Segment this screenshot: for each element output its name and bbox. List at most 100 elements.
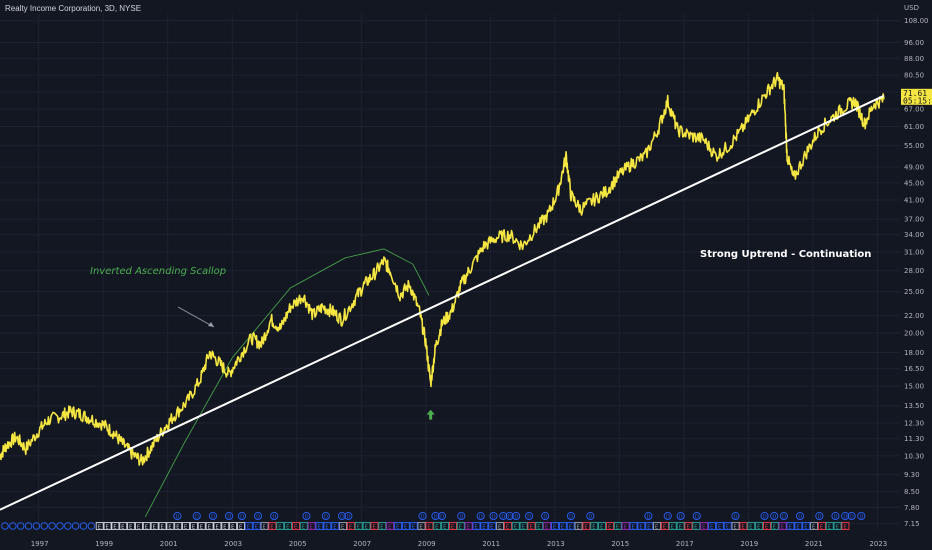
earnings-marker-label: E [161, 524, 164, 530]
y-tick-label: 96.00 [904, 39, 924, 47]
y-tick-label: 67.00 [904, 106, 924, 114]
earnings-marker-label: E [231, 524, 234, 530]
x-tick-label: 1997 [31, 540, 49, 548]
split-marker [418, 511, 427, 521]
earnings-marker-label: E [459, 524, 462, 530]
earnings-marker [731, 522, 740, 530]
earnings-marker-label: E [545, 524, 548, 530]
split-marker-label: D [514, 514, 518, 520]
y-tick-label: 18.00 [904, 349, 924, 357]
earnings-marker [519, 522, 528, 530]
y-tick-label: 31.00 [904, 248, 924, 256]
split-marker-label: D [695, 514, 699, 520]
earnings-marker-label: E [726, 524, 729, 530]
price-badge-countdown: 05:15:08 [903, 96, 932, 105]
earnings-marker-label: E [106, 524, 109, 530]
earnings-marker [292, 522, 300, 530]
earnings-marker [79, 522, 88, 530]
earnings-marker [645, 522, 654, 530]
earnings-marker [613, 522, 622, 530]
earnings-marker-label: E [137, 524, 140, 530]
currency-label: USD [904, 4, 919, 12]
earnings-marker [24, 522, 33, 530]
earnings-marker [48, 522, 56, 530]
earnings-marker [252, 522, 261, 530]
earnings-marker-label: E [718, 524, 721, 530]
split-marker [321, 511, 330, 521]
earnings-marker [268, 522, 277, 530]
split-marker-label: D [272, 514, 276, 520]
earnings-marker [747, 522, 756, 530]
earnings-marker-label: E [522, 524, 525, 530]
earnings-marker [417, 522, 426, 530]
split-marker-label: D [782, 514, 786, 520]
earnings-marker-label: E [789, 524, 792, 530]
earnings-marker-label: E [443, 524, 446, 530]
earnings-marker [103, 522, 112, 530]
earnings-marker [456, 522, 465, 530]
split-marker [224, 511, 234, 521]
earnings-marker-label: E [624, 524, 627, 530]
split-marker [524, 511, 534, 521]
x-tick-label: 2003 [224, 540, 242, 548]
earnings-marker-label: E [98, 524, 101, 530]
earnings-marker [401, 522, 410, 530]
earnings-marker [260, 522, 269, 530]
earnings-marker-label: E [757, 524, 760, 530]
split-marker-label: D [211, 514, 215, 520]
split-marker-label: D [679, 514, 683, 520]
earnings-marker [511, 522, 520, 530]
price-badge-value: 71.61 [903, 89, 927, 98]
earnings-marker [480, 522, 489, 530]
earnings-marker-label: E [514, 524, 517, 530]
y-tick-label: 16.50 [904, 365, 924, 373]
earnings-marker-label: E [600, 524, 603, 530]
earnings-marker [692, 522, 701, 530]
annotation-scallop: Inverted Ascending Scallop [90, 266, 226, 277]
earnings-marker [221, 522, 230, 530]
earnings-marker [464, 522, 473, 530]
earnings-marker-label: E [270, 524, 273, 530]
earnings-marker-label: E [427, 524, 430, 530]
earnings-marker-label: E [647, 524, 650, 530]
split-marker [457, 511, 466, 521]
y-tick-label: 45.00 [904, 179, 924, 187]
earnings-marker-label: E [836, 524, 839, 530]
earnings-marker [496, 522, 504, 530]
earnings-marker-label: E [145, 524, 148, 530]
split-marker-label: D [834, 514, 838, 520]
earnings-marker-label: E [388, 524, 391, 530]
split-marker [841, 511, 850, 521]
earnings-marker-label: E [679, 524, 682, 530]
earnings-marker-label: E [263, 524, 266, 530]
earnings-marker-label: E [365, 524, 368, 530]
split-marker-label: D [459, 514, 463, 520]
earnings-marker [205, 522, 214, 530]
annotation-uptrend: Strong Uptrend - Continuation [700, 249, 871, 260]
split-marker-label: D [324, 514, 328, 520]
earnings-marker-label: E [553, 524, 556, 530]
y-tick-label: 25.00 [904, 288, 924, 296]
earnings-marker [817, 522, 826, 530]
earnings-marker [668, 522, 677, 530]
earnings-marker-label: E [318, 524, 321, 530]
earnings-marker [763, 522, 771, 530]
earnings-marker-label: E [239, 524, 242, 530]
split-marker [431, 511, 440, 521]
split-marker-label: D [647, 514, 651, 520]
earnings-marker-label: E [412, 524, 415, 530]
earnings-marker-label: E [671, 524, 674, 530]
earnings-marker [566, 522, 575, 530]
split-marker-label: D [798, 514, 802, 520]
earnings-marker-label: E [694, 524, 697, 530]
earnings-marker [841, 522, 850, 530]
earnings-marker [590, 522, 599, 530]
earnings-marker [543, 522, 552, 530]
earnings-marker-label: E [561, 524, 564, 530]
earnings-marker [527, 522, 536, 530]
y-tick-label: 34.00 [904, 231, 924, 239]
pointer-arrow-head [208, 322, 214, 327]
earnings-marker [637, 522, 646, 530]
split-marker [237, 511, 246, 521]
